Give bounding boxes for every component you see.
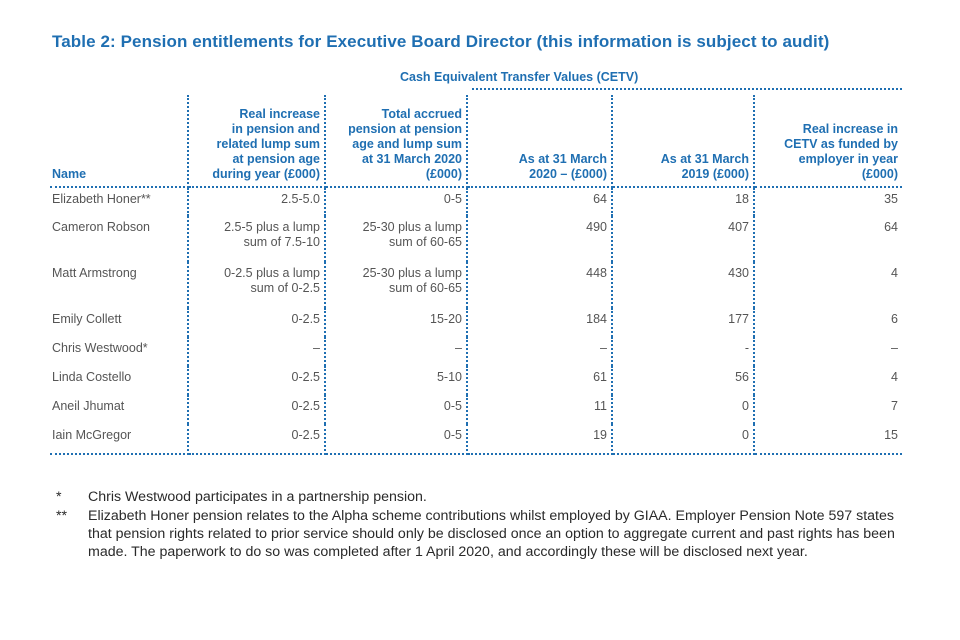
cell-name: Elizabeth Honer** (50, 187, 189, 216)
cell-total-accrued: – (325, 337, 468, 366)
column-header-cetv-2019: As at 31 March 2019 (£000) (612, 95, 755, 188)
column-header-cetv-increase: Real increase in CETV as funded by emplo… (754, 95, 902, 188)
cell-cetv-increase: 15 (754, 424, 902, 455)
cell-cetv-increase: – (891, 341, 898, 355)
cell-total-accrued: 0-5 (325, 424, 468, 455)
cell-cetv-2020: 490 (467, 216, 613, 262)
cell-cetv-increase: 4 (891, 266, 898, 280)
cell-cetv-2019: 430 (612, 262, 755, 308)
cell-cetv-increase: 64 (884, 220, 898, 234)
table-row: Matt Armstrong 0-2.5 plus a lump sum of 0… (50, 262, 902, 308)
cell-cetv-2020: – (467, 337, 613, 366)
column-header-cetv-2020: As at 31 March 2020 – (£000) (467, 95, 613, 188)
cell-total-accrued: 0-5 (325, 187, 468, 216)
table-row: Cameron Robson 2.5-5 plus a lump sum of 7… (50, 216, 902, 262)
column-header-name: Name (50, 95, 189, 188)
cell-total-accrued: 5-10 (325, 366, 468, 395)
cell-cetv-2020: 11 (467, 395, 613, 424)
cell-cetv-2019: - (612, 337, 755, 366)
cell-cetv-increase: 35 (884, 192, 898, 206)
cell-cetv-2019: 56 (612, 366, 755, 395)
cell-real-increase: 0-2.5 (188, 395, 326, 424)
cell-cetv-2020: 61 (467, 366, 613, 395)
table-row: Iain McGregor 0-2.5 0-5 19 0 15 (50, 424, 902, 455)
cell-name: Iain McGregor (50, 424, 189, 455)
cell-cetv-2020: 19 (467, 424, 613, 455)
cell-name: Linda Costello (50, 366, 189, 395)
cell-cetv-2019: 407 (612, 216, 755, 262)
cell-cetv-increase: 4 (891, 370, 898, 384)
column-header-real-increase: Real increase in pension and related lum… (188, 95, 326, 188)
cell-real-increase: – (188, 337, 326, 366)
table-row: Emily Collett 0-2.5 15-20 184 177 6 (50, 308, 902, 337)
cell-name: Chris Westwood* (50, 337, 189, 366)
cell-total-accrued: 25-30 plus a lump sum of 60-65 (325, 216, 468, 262)
footnote-mark: * (56, 489, 62, 505)
footnote: * Chris Westwood participates in a partn… (56, 488, 916, 506)
cell-real-increase: 0-2.5 (188, 308, 326, 337)
cell-cetv-increase: 6 (891, 312, 898, 326)
cell-real-increase: 0-2.5 plus a lump sum of 0-2.5 (188, 262, 326, 308)
cell-real-increase: 2.5-5.0 (188, 187, 326, 216)
footnote-mark: ** (56, 508, 68, 524)
cell-real-increase: 0-2.5 (188, 366, 326, 395)
table-row: Chris Westwood* – – – - – (50, 337, 902, 366)
table-row: Linda Costello 0-2.5 5-10 61 56 4 (50, 366, 902, 395)
footnotes: * Chris Westwood participates in a partn… (56, 488, 916, 562)
cetv-group-header: Cash Equivalent Transfer Values (CETV) (400, 70, 639, 84)
cell-name: Matt Armstrong (50, 262, 189, 308)
cell-real-increase: 2.5-5 plus a lump sum of 7.5-10 (188, 216, 326, 262)
cell-name: Aneil Jhumat (50, 395, 189, 424)
table-header-row: Name Real increase in pension and relate… (50, 95, 902, 188)
table-row: Aneil Jhumat 0-2.5 0-5 11 0 7 (50, 395, 902, 424)
footnote-text: Chris Westwood participates in a partner… (88, 489, 427, 505)
table-row: Elizabeth Honer** 2.5-5.0 0-5 64 18 35 (50, 187, 902, 216)
cell-total-accrued: 15-20 (325, 308, 468, 337)
footnote-text: Elizabeth Honer pension relates to the A… (88, 508, 895, 560)
cell-cetv-2019: 0 (612, 395, 755, 424)
cell-cetv-2020: 184 (467, 308, 613, 337)
footnote: ** Elizabeth Honer pension relates to th… (56, 507, 916, 561)
cell-total-accrued: 0-5 (325, 395, 468, 424)
cell-cetv-2019: 18 (612, 187, 755, 216)
cell-cetv-2020: 448 (467, 262, 613, 308)
column-header-total-accrued: Total accrued pension at pension age and… (325, 95, 468, 188)
cell-real-increase: 0-2.5 (188, 424, 326, 455)
cell-cetv-2020: 64 (467, 187, 613, 216)
cell-name: Emily Collett (50, 308, 189, 337)
cell-name: Cameron Robson (50, 216, 189, 262)
table-title: Table 2: Pension entitlements for Execut… (52, 32, 830, 51)
cell-total-accrued: 25-30 plus a lump sum of 60-65 (325, 262, 468, 308)
cetv-group-rule (472, 88, 902, 90)
cell-cetv-2019: 0 (612, 424, 755, 455)
pension-table: Name Real increase in pension and relate… (50, 95, 902, 455)
cell-cetv-increase: 7 (891, 399, 898, 413)
cell-cetv-2019: 177 (612, 308, 755, 337)
